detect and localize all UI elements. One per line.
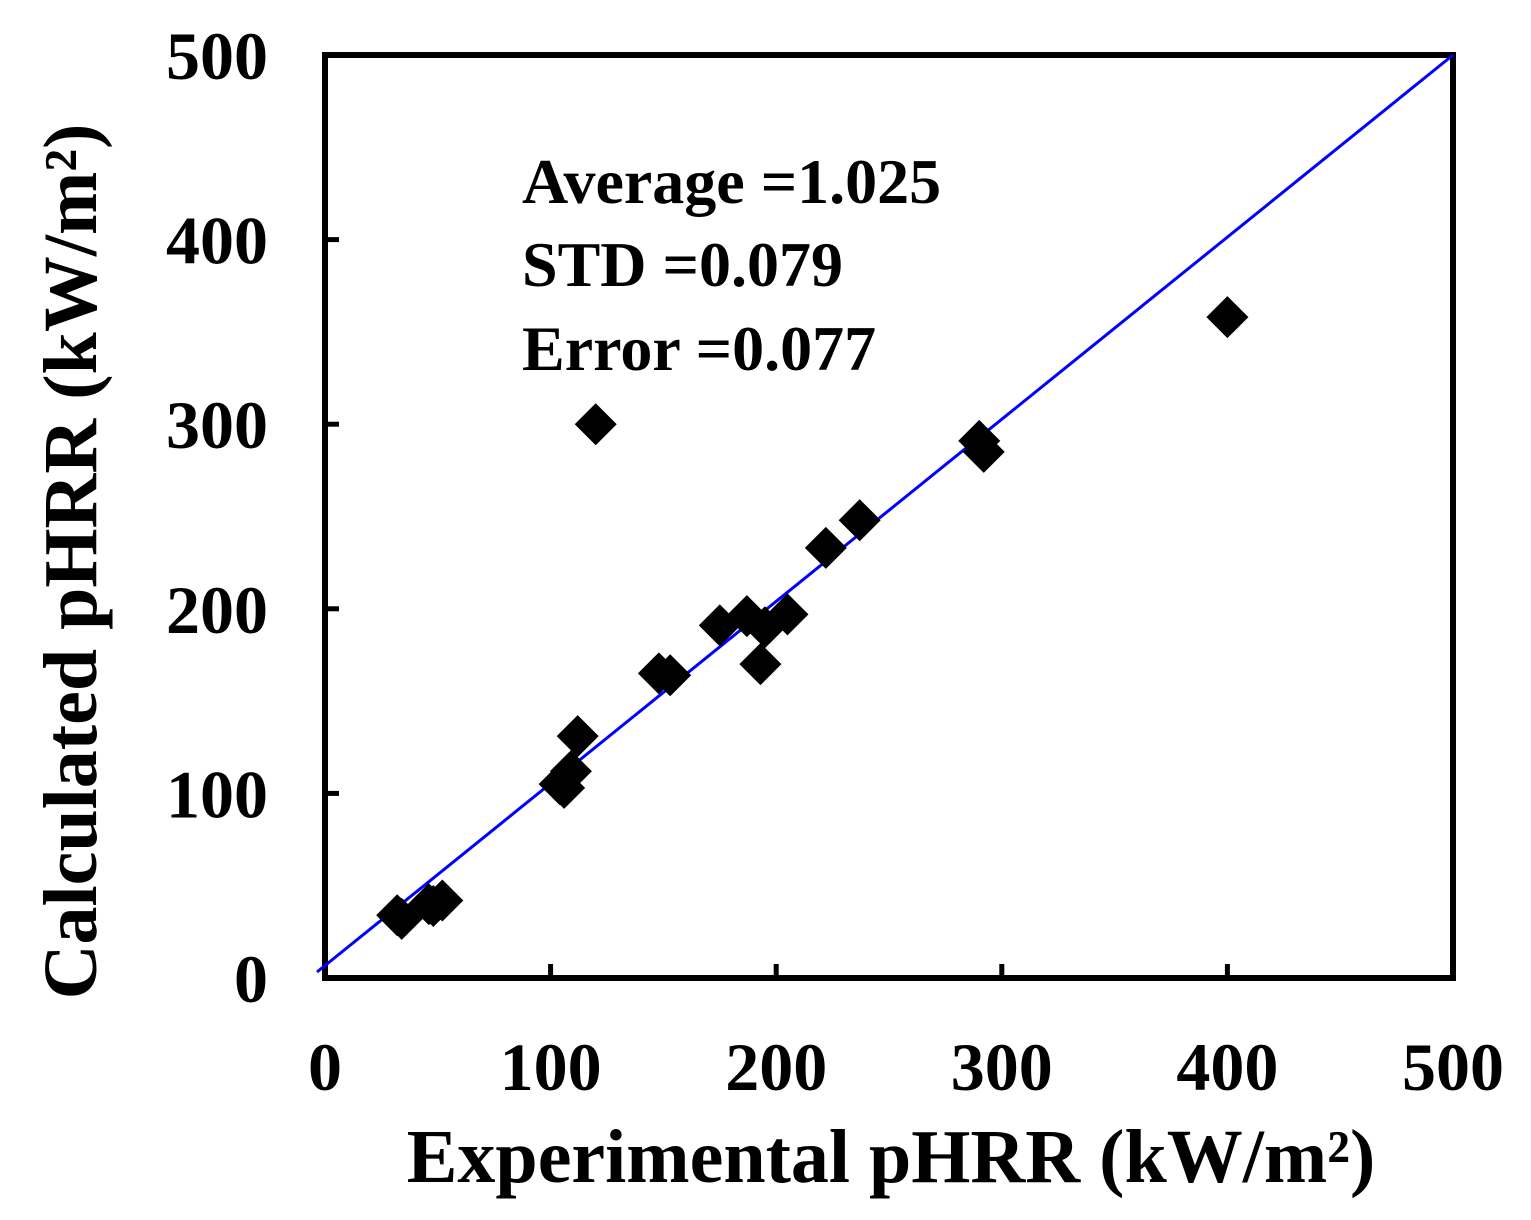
y-axis-label: Calculated pHRR (kW/m²)	[29, 124, 113, 1000]
data-point	[649, 654, 692, 697]
x-tick-label: 200	[725, 1029, 827, 1105]
y-tick-label: 400	[166, 203, 268, 279]
data-point	[962, 430, 1005, 473]
data-point	[556, 715, 599, 758]
x-tick-label: 500	[1402, 1029, 1504, 1105]
y-axis-ticks: 0 100 200 300 400 500	[166, 18, 339, 1017]
identity-line	[316, 53, 1454, 974]
data-point	[739, 643, 782, 686]
x-tick-label: 400	[1176, 1029, 1278, 1105]
y-tick-label: 0	[234, 941, 268, 1017]
annotation-average: Average =1.025	[522, 146, 941, 217]
x-axis-label: Experimental pHRR (kW/m²)	[407, 1115, 1376, 1199]
y-tick-label: 100	[166, 756, 268, 832]
x-tick-label: 100	[500, 1029, 602, 1105]
x-tick-label: 300	[951, 1029, 1053, 1105]
annotation-error: Error =0.077	[522, 313, 876, 384]
data-point	[804, 526, 847, 569]
data-point	[838, 499, 881, 542]
data-point	[574, 403, 617, 446]
data-point	[421, 879, 464, 922]
annotation-std: STD =0.079	[522, 229, 843, 300]
y-tick-label: 200	[166, 572, 268, 648]
data-point	[549, 750, 592, 793]
data-point	[766, 593, 809, 636]
x-tick-label: 0	[308, 1029, 342, 1105]
data-points	[376, 296, 1249, 940]
y-tick-label: 500	[166, 18, 268, 94]
y-tick-label: 300	[166, 387, 268, 463]
plot-area-frame	[322, 52, 1456, 981]
data-point	[1206, 296, 1249, 339]
x-axis-ticks: 0 100 200 300 400 500	[308, 964, 1504, 1105]
